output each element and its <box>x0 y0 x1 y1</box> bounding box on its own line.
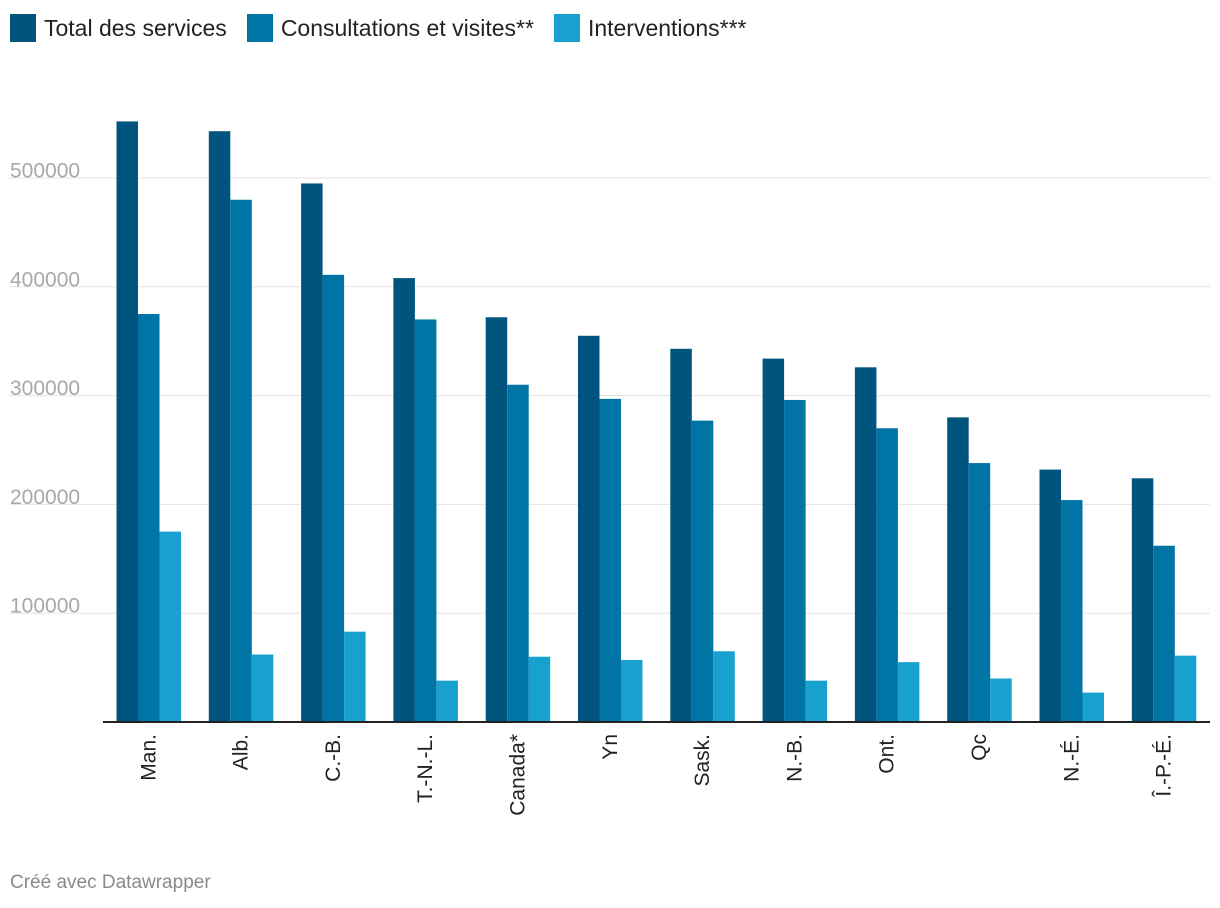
bar <box>713 651 735 722</box>
chart-legend: Total des services Consultations et visi… <box>10 12 766 44</box>
bar <box>528 656 551 722</box>
bar <box>670 348 692 722</box>
bar <box>968 463 991 722</box>
bar <box>322 274 345 722</box>
y-tick-label: 500000 <box>10 160 80 183</box>
legend-label-total-services: Total des services <box>44 14 227 41</box>
footer-credit: Créé avec Datawrapper <box>10 872 211 893</box>
x-tick-label: N.-B. <box>783 734 806 782</box>
bar <box>805 680 828 722</box>
x-tick-label: Yn <box>599 734 622 760</box>
x-tick-label: N.-É. <box>1060 734 1083 782</box>
bar <box>897 662 920 722</box>
bar <box>436 680 458 722</box>
legend-item-interventions: Interventions*** <box>553 14 747 42</box>
legend-label-interventions: Interventions*** <box>587 14 747 41</box>
x-tick-label: Ont. <box>876 734 899 774</box>
bar <box>344 631 366 722</box>
bar <box>1061 500 1083 722</box>
bar <box>208 131 231 722</box>
y-tick-label: 200000 <box>10 486 80 509</box>
bar <box>578 335 600 722</box>
bar <box>784 399 806 722</box>
bar <box>876 428 898 722</box>
legend-label-consultations: Consultations et visites** <box>280 14 534 41</box>
x-tick-label: Qc <box>968 734 991 761</box>
bar <box>1082 692 1104 722</box>
legend-swatch-total-services <box>10 14 36 42</box>
bar <box>251 654 274 722</box>
legend-swatch-interventions <box>553 14 580 42</box>
x-tick-label: Sask. <box>691 734 714 787</box>
bar <box>116 121 138 722</box>
x-tick-label: T.-N.-L. <box>414 734 437 803</box>
bar <box>762 358 785 722</box>
bar <box>393 278 415 722</box>
bar <box>301 183 323 722</box>
bar <box>990 678 1012 722</box>
x-tick-label: Î.-P.-É. <box>1153 734 1176 798</box>
bar <box>507 384 529 722</box>
bar <box>159 531 181 722</box>
bar <box>1131 478 1154 722</box>
bar <box>230 199 252 722</box>
bar <box>485 317 508 722</box>
bar <box>1039 469 1061 722</box>
legend-item-consultations: Consultations et visites** <box>246 14 534 42</box>
legend-swatch-consultations <box>246 14 273 42</box>
x-tick-label: Canada* <box>506 734 529 816</box>
legend-item-total-services: Total des services <box>10 14 227 42</box>
bar <box>138 314 160 722</box>
x-tick-label: Man. <box>137 734 160 781</box>
bar <box>854 367 877 722</box>
y-tick-label: 100000 <box>10 595 80 618</box>
bar <box>691 420 714 722</box>
x-tick-label: C.-B. <box>322 734 345 782</box>
bar <box>599 398 621 722</box>
y-tick-label: 300000 <box>10 377 80 400</box>
y-tick-label: 400000 <box>10 268 80 291</box>
x-tick-label: Alb. <box>230 734 253 770</box>
bar <box>414 319 437 722</box>
bar <box>621 659 643 722</box>
bar <box>1153 545 1175 722</box>
bar <box>1174 655 1197 722</box>
bar <box>947 417 969 722</box>
